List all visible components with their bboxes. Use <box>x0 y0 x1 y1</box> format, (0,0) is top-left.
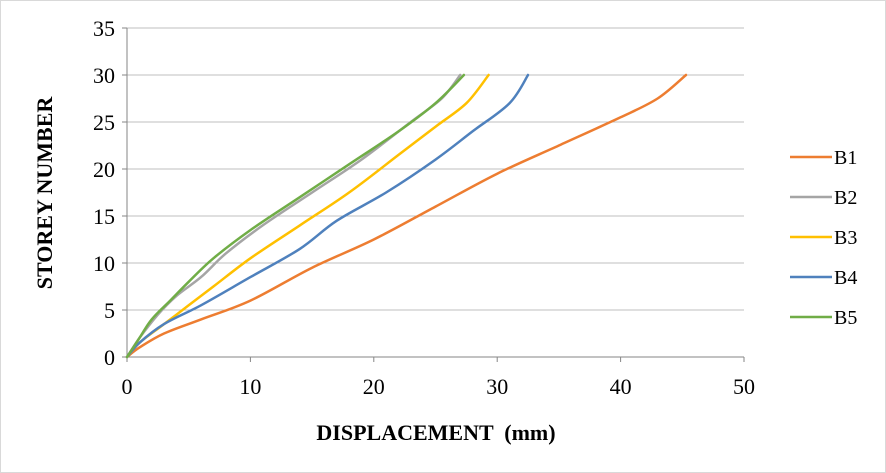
legend-item-b1: B1 <box>790 147 857 169</box>
legend-item-b5: B5 <box>790 307 857 329</box>
x-tick-label: 30 <box>486 374 508 399</box>
y-tick-label: 35 <box>93 16 115 41</box>
series-line-b4 <box>125 73 530 359</box>
axes <box>122 27 745 362</box>
y-tick-label: 15 <box>93 204 115 229</box>
x-tick-label: 50 <box>733 374 755 399</box>
tick-labels: 0 5 10 15 20 25 30 35 0 10 20 30 40 50 <box>93 16 755 399</box>
series-line-b5 <box>125 73 466 359</box>
y-tick-label: 0 <box>104 345 115 370</box>
x-tick-label: 20 <box>363 374 385 399</box>
legend: B1 B2 B3 B4 B5 <box>790 147 857 329</box>
legend-item-b3: B3 <box>790 227 857 249</box>
legend-label: B3 <box>834 227 857 249</box>
legend-item-b2: B2 <box>790 187 857 209</box>
y-tick-label: 10 <box>93 251 115 276</box>
x-axis-title: DISPLACEMENT (mm) <box>316 420 555 445</box>
x-tick-label: 10 <box>239 374 261 399</box>
legend-label: B1 <box>834 147 857 169</box>
legend-item-b4: B4 <box>790 267 857 289</box>
gridlines <box>127 27 744 311</box>
series-line-b1 <box>125 73 688 359</box>
y-tick-label: 30 <box>93 63 115 88</box>
y-axis-title: STOREY NUMBER <box>32 96 57 290</box>
legend-label: B2 <box>834 187 857 209</box>
legend-label: B5 <box>834 307 857 329</box>
y-tick-label: 25 <box>93 110 115 135</box>
series-lines <box>125 73 688 359</box>
legend-label: B4 <box>834 267 857 289</box>
x-tick-label: 0 <box>122 374 133 399</box>
y-tick-label: 5 <box>104 298 115 323</box>
y-tick-label: 20 <box>93 157 115 182</box>
x-tick-label: 40 <box>610 374 632 399</box>
